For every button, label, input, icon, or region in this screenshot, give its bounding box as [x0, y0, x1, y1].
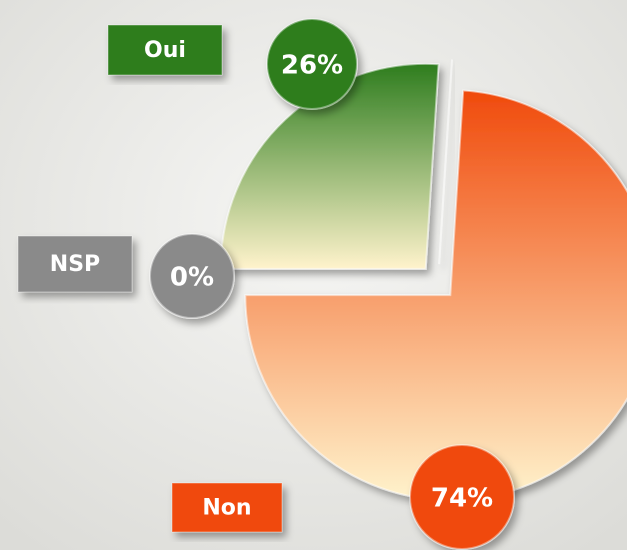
legend-box: [107, 24, 223, 76]
value-badge: [149, 233, 235, 319]
value-label: 74%: [431, 484, 493, 514]
legend-label: Non: [202, 496, 251, 521]
value-badge: [266, 18, 358, 110]
pie-slice: [244, 89, 627, 502]
legend-label: NSP: [50, 252, 100, 277]
legend-box: [17, 235, 133, 293]
value-badge: [409, 444, 515, 550]
value-label: 26%: [281, 51, 343, 81]
legend-label: Oui: [144, 38, 186, 63]
value-label: 0%: [170, 263, 214, 293]
legend-box: [171, 482, 283, 533]
pie-slice: [219, 62, 440, 270]
